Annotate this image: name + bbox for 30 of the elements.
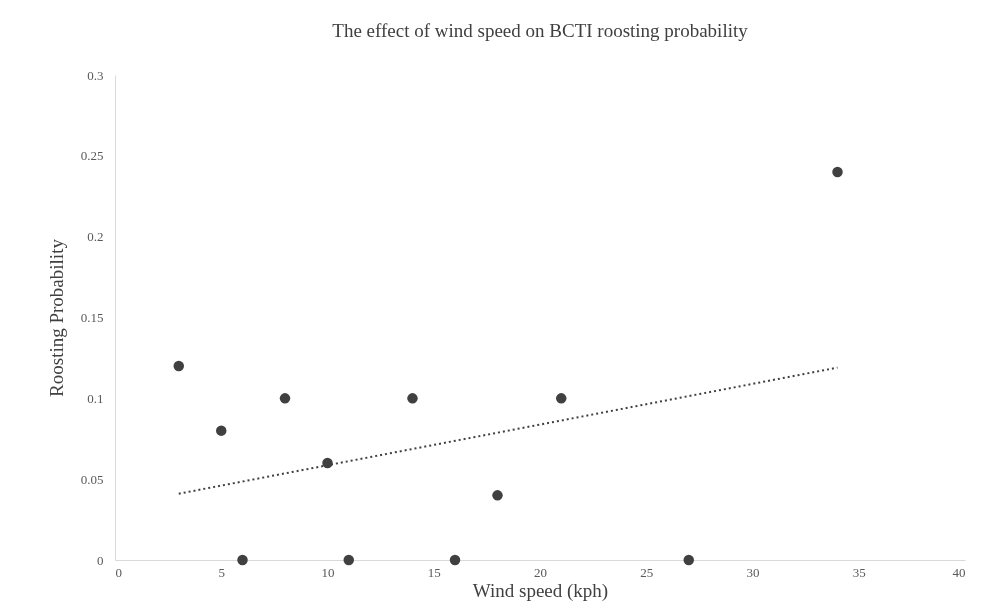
point [237, 554, 248, 566]
point [279, 393, 291, 404]
point [683, 554, 694, 566]
chart-title: The effect of wind speed on BCTI roosting probability [332, 20, 749, 41]
x-axis-title: Wind speed (kph) [472, 579, 609, 602]
y-tick-label: 0.15 [80, 310, 104, 325]
y-tick-label: 0.2 [87, 229, 104, 245]
y-tick-label: 0 [97, 552, 104, 568]
x-tick-label: 25 [640, 564, 654, 580]
point [407, 393, 418, 404]
x-tick-label: 20 [534, 564, 547, 580]
point [556, 393, 567, 404]
point [173, 360, 184, 372]
x-tick-label: 10 [321, 564, 335, 580]
x-tick-label: 5 [218, 564, 225, 580]
point [216, 425, 227, 436]
point [449, 554, 461, 566]
y-tick-label: 0.3 [87, 67, 104, 83]
x-tick-label: 40 [952, 564, 966, 580]
point [832, 166, 843, 178]
point [492, 490, 503, 501]
x-tick-label: 30 [746, 564, 760, 580]
y-tick-label: 0.05 [80, 471, 104, 487]
x-tick-label: 15 [427, 564, 441, 580]
x-tick-label: 35 [852, 564, 866, 580]
y-axis-title: Roosting Probability [45, 238, 67, 397]
y-tick-label: 0.25 [80, 148, 104, 164]
x-tick-label: 0 [115, 564, 122, 580]
y-tick-label: 0.1 [87, 390, 104, 406]
point [343, 554, 354, 566]
